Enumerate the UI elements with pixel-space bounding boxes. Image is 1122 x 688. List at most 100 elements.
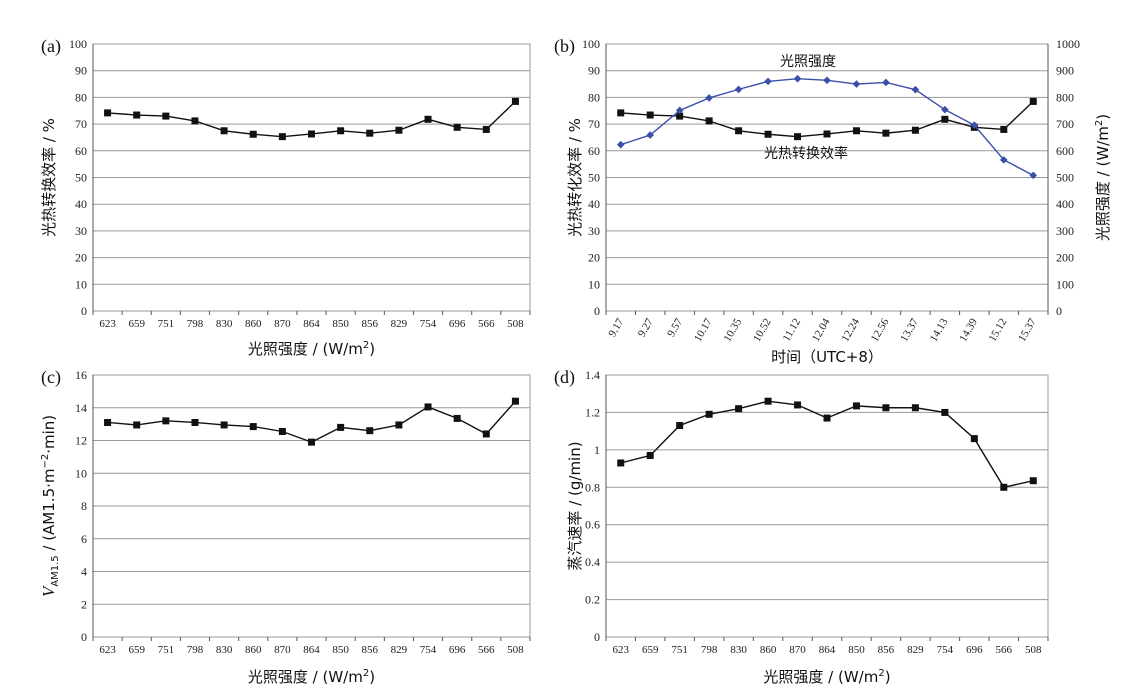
y-tick-label: 90 xyxy=(588,64,600,78)
data-point-square xyxy=(941,408,949,416)
y-tick-label: 16 xyxy=(75,368,87,382)
data-point-square xyxy=(1029,97,1037,105)
y-tick-label: 1.2 xyxy=(585,405,600,419)
y-axis-label-a: 光热转换效率 / % xyxy=(40,118,58,237)
x-tick-label: 11.12 xyxy=(781,317,804,344)
y2-tick-label: 300 xyxy=(1056,224,1074,238)
y2-tick-label: 700 xyxy=(1056,117,1074,131)
x-tick-label: 696 xyxy=(449,318,466,330)
x-tick-label: 9.57 xyxy=(665,316,685,339)
data-point-square xyxy=(278,427,286,435)
data-point-square xyxy=(162,417,170,425)
data-point-square xyxy=(511,397,519,405)
data-point-square xyxy=(162,112,170,120)
x-tick-label: 751 xyxy=(158,644,175,656)
x-tick-label: 12.24 xyxy=(839,316,862,344)
x-tick-label: 566 xyxy=(478,644,495,656)
x-tick-label: 659 xyxy=(642,644,659,656)
data-point-square xyxy=(970,435,978,443)
data-point-square xyxy=(453,414,461,422)
y-axis-label-c: VAM1.5 / (AM1.5·m−2·min) xyxy=(39,415,61,597)
y-tick-label: 10 xyxy=(75,466,87,480)
x-tick-label: 623 xyxy=(612,644,629,656)
data-point-square xyxy=(453,123,461,131)
y-tick-label: 0 xyxy=(81,630,87,644)
panel-label: (d) xyxy=(554,367,575,388)
y-tick-label: 10 xyxy=(75,277,87,291)
y-tick-label: 50 xyxy=(75,171,87,185)
data-point-square xyxy=(852,127,860,135)
y-tick-label: 6 xyxy=(81,532,87,546)
y-tick-label: 0.8 xyxy=(585,480,600,494)
x-tick-label: 9.27 xyxy=(636,316,656,339)
x-tick-label: 754 xyxy=(937,644,954,656)
x-tick-label: 798 xyxy=(187,318,204,330)
y2-tick-label: 200 xyxy=(1056,251,1074,265)
x-tick-label: 856 xyxy=(362,644,379,656)
y-tick-label: 0 xyxy=(81,304,87,318)
y-tick-label: 30 xyxy=(588,224,600,238)
data-point-square xyxy=(823,130,831,138)
x-tick-label: 830 xyxy=(216,318,233,330)
data-point-square xyxy=(308,438,315,446)
x-tick-label: 12.56 xyxy=(869,316,892,344)
plot-frame xyxy=(605,374,1049,638)
x-tick-label: 13.37 xyxy=(898,316,921,344)
y-tick-label: 0 xyxy=(594,304,600,318)
data-point-square xyxy=(882,129,890,137)
y-tick-label: 100 xyxy=(69,37,87,51)
series-annotation-irradiance: 光照强度 xyxy=(780,54,836,70)
data-point-square xyxy=(735,405,743,413)
x-tick-label: 10.52 xyxy=(751,317,774,344)
data-point-square xyxy=(424,115,432,123)
right-axis-b: 0 100 200 300 400 500 600 700 800 900 1000 xyxy=(1047,37,1080,318)
y2-tick-label: 0 xyxy=(1056,304,1062,318)
data-point-square xyxy=(1029,477,1037,485)
y-tick-label: 100 xyxy=(582,37,600,51)
data-point-square xyxy=(366,427,374,435)
data-point-square xyxy=(249,423,257,431)
x-tick-label: 850 xyxy=(848,644,865,656)
data-point-square xyxy=(735,127,743,135)
x-tick-label: 9.17 xyxy=(606,316,626,339)
data-point-square xyxy=(852,402,860,410)
data-point-square xyxy=(764,397,772,405)
data-point-square xyxy=(794,401,802,409)
data-point-square xyxy=(337,127,345,135)
y-tick-label: 0.2 xyxy=(585,593,600,607)
x-tick-label: 856 xyxy=(362,318,379,330)
series-line xyxy=(620,400,1034,489)
x-tick-label: 10.17 xyxy=(692,316,715,344)
y-tick-label: 80 xyxy=(588,90,600,104)
data-point-diamond xyxy=(793,74,802,83)
data-point-diamond xyxy=(616,140,625,149)
y-tick-label: 90 xyxy=(75,64,87,78)
y-tick-label: 80 xyxy=(75,90,87,104)
data-point-square xyxy=(1000,125,1008,133)
data-point-diamond xyxy=(646,131,654,139)
chart-panel-b: 0 10 20 30 40 50 60 70 80 90 100 9.17 9.27 9.57 10.17 1… xyxy=(554,36,1049,344)
x-tick-label: 798 xyxy=(701,644,718,656)
x-tick-label: 14.39 xyxy=(957,316,980,344)
x-tick-label: 860 xyxy=(245,318,262,330)
data-point-diamond xyxy=(970,121,979,129)
data-point-diamond xyxy=(705,94,713,102)
data-point-square xyxy=(337,423,345,431)
y-tick-label: 12 xyxy=(75,434,87,448)
y2-tick-label: 1000 xyxy=(1056,37,1080,51)
data-point-square xyxy=(705,410,713,418)
data-point-square xyxy=(882,404,890,412)
x-tick-label: 751 xyxy=(158,318,175,330)
y-tick-label: 60 xyxy=(588,144,600,158)
y-tick-label: 70 xyxy=(588,117,600,131)
chart-panel-d: 0 0.2 0.4 0.6 0.8 1 1.2 1.4 623 659 751 798 830 860 87… xyxy=(554,367,1049,656)
data-point-square xyxy=(104,109,112,117)
x-tick-label: 508 xyxy=(507,318,524,330)
data-point-diamond xyxy=(1000,156,1008,164)
x-tick-label: 870 xyxy=(789,644,806,656)
data-point-diamond xyxy=(911,85,920,94)
x-tick-label: 696 xyxy=(966,644,983,656)
y-tick-label: 0 xyxy=(594,630,600,644)
x-tick-label: 850 xyxy=(332,644,349,656)
x-tick-label: 754 xyxy=(420,318,437,330)
